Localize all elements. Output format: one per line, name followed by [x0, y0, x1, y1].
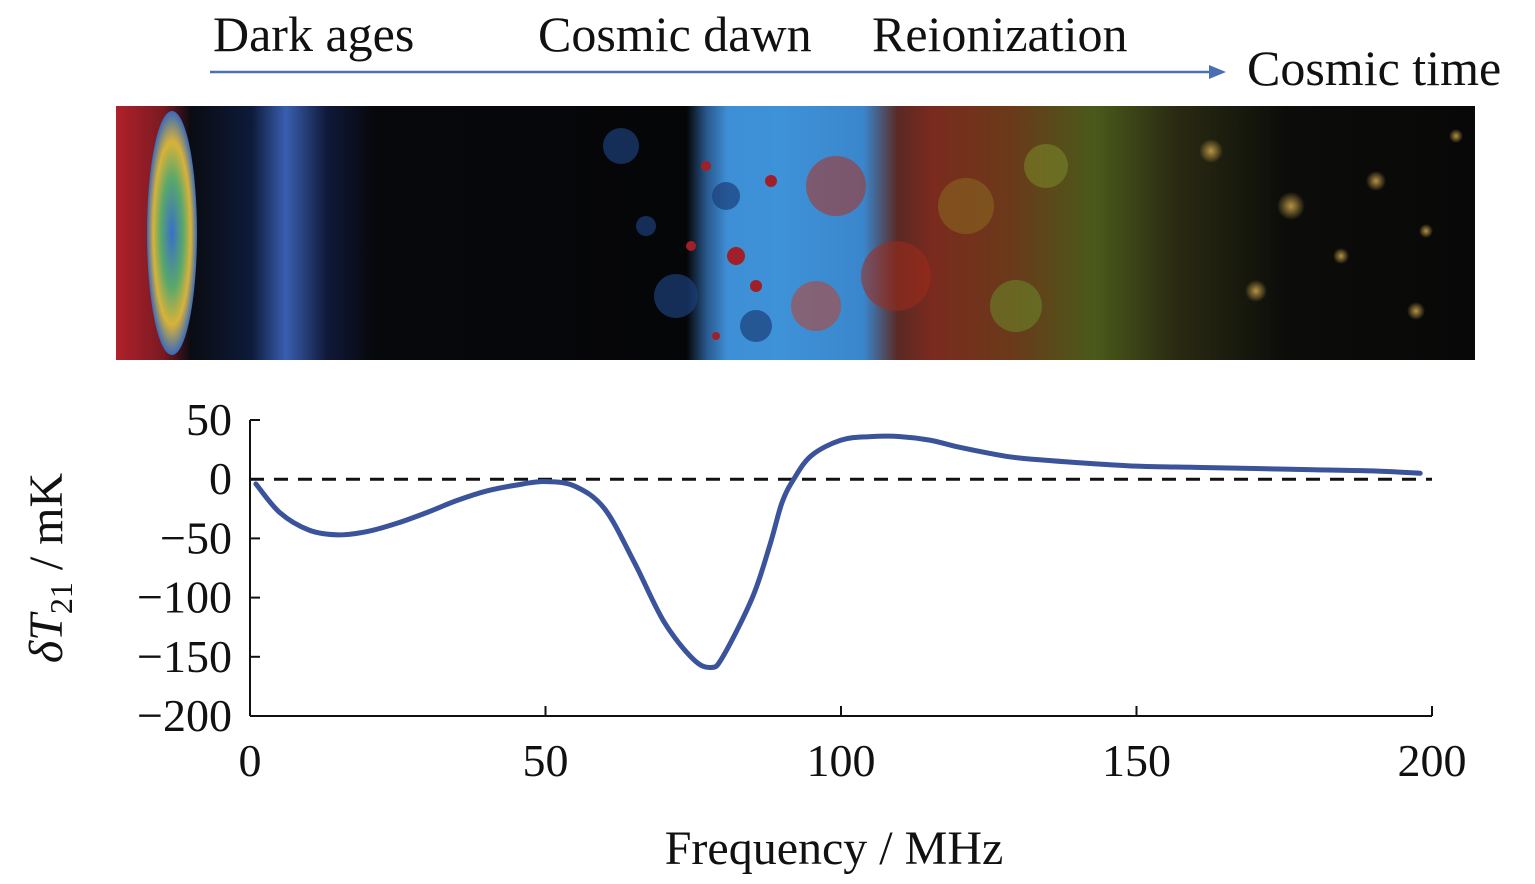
- series-line-dT21: [253, 433, 1423, 671]
- y-axis-ticks: 50 0 −50 −100 −150 −200: [137, 394, 260, 741]
- y-tick-label: 50: [186, 394, 232, 445]
- y-tick-label: −200: [137, 690, 232, 741]
- y-tick-label: −50: [160, 512, 232, 563]
- x-tick-label: 200: [1398, 735, 1467, 786]
- era-label-reionization: Reionization: [872, 6, 1128, 62]
- x-tick-label: 100: [807, 735, 876, 786]
- y-axis-label: δT21 / mK: [20, 472, 79, 663]
- x-tick-label: 50: [523, 735, 569, 786]
- chart-axes: [249, 420, 1432, 717]
- x-axis-ticks: 0 50 100 150 200: [239, 706, 1467, 786]
- x-tick-label: 150: [1102, 735, 1171, 786]
- cmb-disc: [147, 111, 197, 355]
- y-tick-label: −100: [137, 572, 232, 623]
- x-axis-label: Frequency / MHz: [665, 822, 1004, 875]
- era-label-dark-ages: Dark ages: [213, 6, 415, 62]
- cosmic-time-label: Cosmic time: [1247, 40, 1502, 96]
- y-tick-label: 0: [209, 453, 232, 504]
- timeline-arrow: [210, 65, 1226, 79]
- y-tick-label: −150: [137, 631, 232, 682]
- era-label-cosmic-dawn: Cosmic dawn: [538, 6, 812, 62]
- cosmic-history-image: [116, 106, 1475, 360]
- x-tick-label: 0: [239, 735, 262, 786]
